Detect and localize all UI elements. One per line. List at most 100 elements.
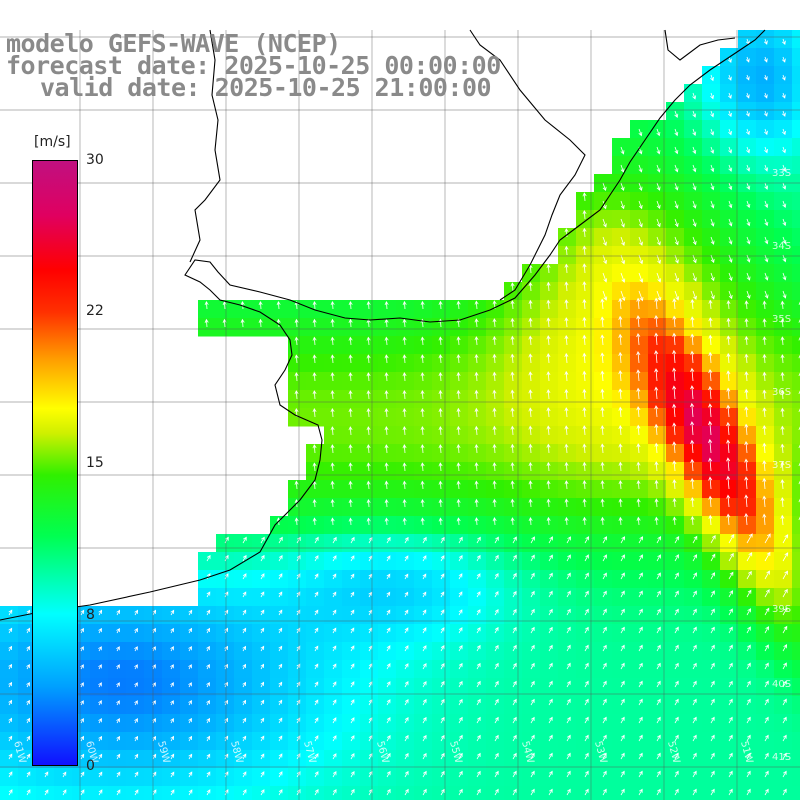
wind-arrow — [638, 536, 644, 544]
wind-cell — [792, 714, 800, 733]
wind-arrow — [206, 771, 211, 778]
wind-cell — [108, 606, 127, 625]
wind-arrow — [548, 788, 553, 796]
wind-cell — [90, 750, 109, 769]
wind-cell — [450, 408, 469, 427]
wind-arrow — [512, 698, 517, 706]
wind-arrow — [745, 110, 750, 117]
wind-cell — [648, 696, 667, 715]
wind-arrow — [728, 533, 735, 544]
wind-cell — [792, 390, 800, 409]
wind-arrow — [276, 318, 281, 328]
wind-cell — [720, 714, 739, 733]
wind-arrow — [744, 353, 749, 364]
wind-cell — [504, 786, 523, 800]
wind-cell — [594, 408, 613, 427]
latitude-label: 39S — [772, 604, 791, 615]
wind-arrow — [762, 442, 767, 454]
wind-arrow — [332, 753, 337, 760]
wind-cell — [558, 750, 577, 769]
wind-arrow — [746, 164, 751, 172]
wind-cell — [648, 714, 667, 733]
wind-cell — [756, 480, 775, 499]
wind-cell — [324, 714, 343, 733]
wind-arrow — [386, 609, 391, 616]
wind-arrow — [188, 645, 192, 652]
wind-cell — [414, 534, 433, 553]
wind-arrow — [260, 627, 265, 634]
wind-arrow — [242, 699, 247, 706]
wind-arrow — [602, 680, 607, 688]
wind-arrow — [584, 626, 589, 634]
wind-arrow — [440, 752, 445, 760]
wind-cell — [126, 624, 145, 643]
wind-cell — [360, 462, 379, 481]
wind-cell — [432, 408, 451, 427]
wind-cell — [216, 678, 235, 697]
wind-cell — [558, 426, 577, 445]
wind-cell — [0, 714, 19, 733]
wind-arrow — [726, 457, 731, 472]
wind-arrow — [636, 424, 641, 436]
wind-arrow — [656, 662, 661, 670]
wind-cell — [360, 786, 379, 800]
wind-cell — [666, 552, 685, 571]
wind-arrow — [474, 371, 479, 382]
wind-arrow — [782, 644, 788, 652]
wind-arrow — [602, 290, 608, 301]
wind-arrow — [528, 407, 533, 418]
wind-arrow — [690, 496, 695, 508]
wind-cell — [234, 786, 253, 800]
wind-cell — [738, 426, 757, 445]
wind-arrow — [440, 555, 445, 562]
wind-cell — [720, 408, 739, 427]
wind-arrow — [566, 626, 571, 634]
wind-cell — [342, 516, 361, 535]
wind-arrow — [726, 494, 731, 508]
wind-arrow — [242, 789, 247, 796]
wind-cell — [540, 750, 559, 769]
wind-arrow — [440, 770, 445, 778]
wind-arrow — [600, 516, 605, 526]
wind-cell — [666, 498, 685, 517]
wind-arrow — [672, 460, 677, 472]
wind-cell — [666, 678, 685, 697]
wind-arrow — [474, 462, 479, 472]
wind-arrow — [600, 316, 605, 328]
wind-arrow — [170, 717, 174, 724]
wind-arrow — [278, 753, 283, 760]
wind-cell — [180, 606, 199, 625]
wind-cell — [288, 624, 307, 643]
wind-cell — [702, 732, 721, 751]
wind-cell — [198, 318, 217, 337]
wind-cell — [540, 516, 559, 535]
wind-cell — [594, 534, 613, 553]
wind-arrow — [618, 443, 623, 454]
wind-cell — [396, 750, 415, 769]
wind-cell — [468, 552, 487, 571]
wind-cell — [360, 588, 379, 607]
wind-arrow — [152, 627, 156, 634]
wind-arrow — [566, 698, 571, 706]
wind-cell — [306, 534, 325, 553]
wind-cell — [774, 462, 793, 481]
wind-cell — [612, 426, 631, 445]
wind-cell — [486, 354, 505, 373]
wind-cell — [414, 480, 433, 499]
wind-cell — [648, 552, 667, 571]
wind-arrow — [654, 461, 659, 472]
wind-arrow — [494, 734, 499, 742]
wind-arrow — [656, 698, 661, 706]
wind-cell — [504, 354, 523, 373]
wind-arrow — [781, 74, 786, 81]
wind-arrow — [386, 555, 391, 562]
wind-arrow — [530, 644, 535, 652]
wind-arrow — [582, 298, 587, 310]
wind-cell — [0, 750, 19, 769]
wind-cell — [738, 696, 757, 715]
wind-cell — [504, 714, 523, 733]
wind-arrow — [510, 282, 515, 292]
wind-arrow — [420, 372, 425, 382]
wind-cell — [522, 408, 541, 427]
